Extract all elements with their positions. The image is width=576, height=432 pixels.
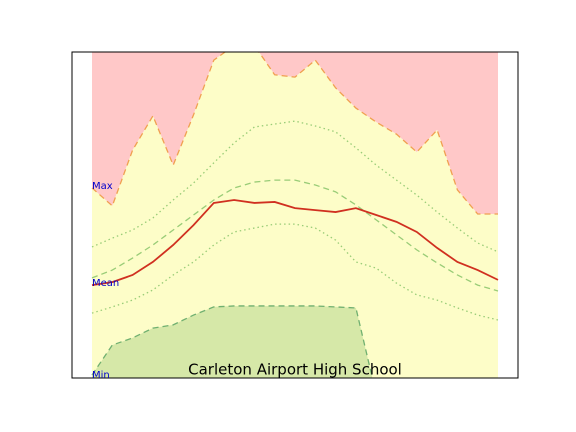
chart-title: Carleton Airport High School (188, 361, 402, 379)
area (92, 52, 498, 378)
annotation: Max (92, 181, 113, 192)
annotation: Mean (92, 278, 119, 289)
annotation: Min (92, 370, 110, 381)
line (91, 199, 499, 286)
plot-frame (71, 51, 519, 379)
plot-area (91, 52, 499, 378)
line (91, 52, 498, 215)
area (92, 52, 498, 215)
area (92, 305, 373, 378)
line (91, 179, 499, 292)
line (91, 120, 499, 253)
